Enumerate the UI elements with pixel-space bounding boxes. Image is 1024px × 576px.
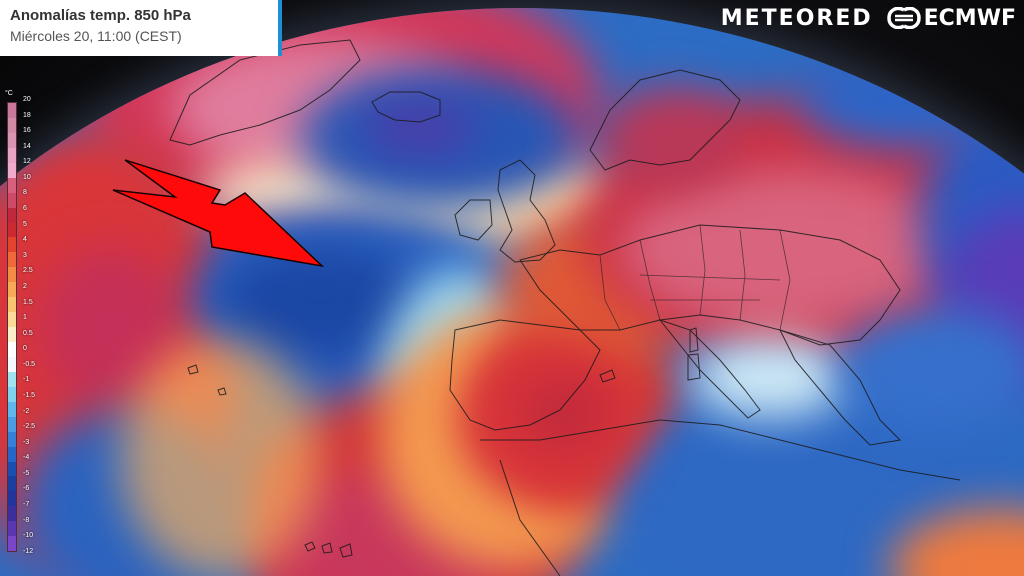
legend-swatch <box>8 521 16 537</box>
color-scale-legend: °C 20 18 16 14 12 10 8 6 5 4 3 2.5 2 1.5 1 0.5 0 -0.5 -1 -1… <box>3 90 43 556</box>
legend-swatch <box>8 162 16 178</box>
legend-label: -1.5 <box>23 391 36 399</box>
legend-label: -7 <box>23 501 30 509</box>
legend-label: 1.5 <box>23 298 33 306</box>
legend-swatch <box>8 371 16 387</box>
legend-swatch <box>8 476 16 492</box>
legend-swatch <box>8 222 16 238</box>
legend-label: 1 <box>23 314 27 322</box>
legend-swatch <box>8 461 16 477</box>
legend-label: 16 <box>23 127 31 135</box>
map-title: Anomalías temp. 850 hPa <box>10 7 191 24</box>
legend-label: -6 <box>23 485 30 493</box>
map-timestamp: Miércoles 20, 11:00 (CEST) <box>10 28 182 44</box>
legend-swatch <box>8 327 16 342</box>
legend-swatch <box>8 297 16 313</box>
legend-label: -12 <box>23 547 34 555</box>
legend-label: -2.5 <box>23 423 36 431</box>
legend-label: 2.5 <box>23 267 33 275</box>
legend-swatch <box>8 386 16 402</box>
legend-label: 18 <box>23 111 31 119</box>
legend-swatch <box>8 103 16 118</box>
legend-label: 5 <box>23 220 27 228</box>
legend-label: -5 <box>23 469 30 477</box>
legend-label: 8 <box>23 189 27 197</box>
legend-label: -10 <box>23 532 34 540</box>
legend-swatch <box>8 416 16 432</box>
meteored-logo: METEORED <box>720 5 873 31</box>
legend-swatch <box>8 491 16 507</box>
legend-swatch <box>8 282 16 298</box>
legend-swatch <box>8 147 16 163</box>
legend-label: -3 <box>23 438 30 446</box>
branding: METEORED ECMWF <box>721 4 1016 32</box>
legend-swatch <box>8 342 16 357</box>
map-title-panel: Anomalías temp. 850 hPa Miércoles 20, 11… <box>0 0 282 56</box>
legend-swatch <box>8 356 16 372</box>
legend-label: 3 <box>23 251 27 259</box>
legend-label: -8 <box>23 516 30 524</box>
ecmwf-logo-icon <box>886 7 921 29</box>
legend-swatch <box>8 237 16 253</box>
legend-swatch <box>8 267 16 283</box>
globe-map[interactable] <box>0 8 1024 576</box>
legend-swatch <box>8 177 16 193</box>
legend-color-bar <box>7 102 17 552</box>
legend-label: 12 <box>23 158 31 166</box>
legend-label: 14 <box>23 142 31 150</box>
legend-label: 20 <box>23 96 31 103</box>
legend-swatch <box>8 431 16 447</box>
legend-unit: °C <box>5 90 13 97</box>
legend-swatch <box>8 506 16 522</box>
legend-label: -2 <box>23 407 30 415</box>
legend-label: -4 <box>23 454 30 462</box>
legend-label: 6 <box>23 205 27 213</box>
legend-label: 2 <box>23 282 27 290</box>
legend-swatch <box>8 132 16 148</box>
legend-label: 0 <box>23 345 27 353</box>
legend-label: -1 <box>23 376 30 384</box>
legend-labels: 20 18 16 14 12 10 8 6 5 4 3 2.5 2 1.5 1 0.5 0 -0.5 -1 -1.5 -… <box>23 96 35 556</box>
legend-label: 0.5 <box>23 329 33 337</box>
legend-swatch <box>8 446 16 462</box>
legend-swatch <box>8 536 16 552</box>
legend-label: 10 <box>23 173 31 181</box>
legend-swatch <box>8 117 16 133</box>
legend-swatch <box>8 192 16 208</box>
legend-swatch <box>8 401 16 417</box>
legend-swatch <box>8 207 16 223</box>
legend-label: -0.5 <box>23 360 36 368</box>
legend-swatch <box>8 312 16 328</box>
legend-label: 4 <box>23 236 27 244</box>
ecmwf-logo: ECMWF <box>886 5 1016 31</box>
ecmwf-text: ECMWF <box>923 5 1016 31</box>
legend-swatch <box>8 252 16 268</box>
